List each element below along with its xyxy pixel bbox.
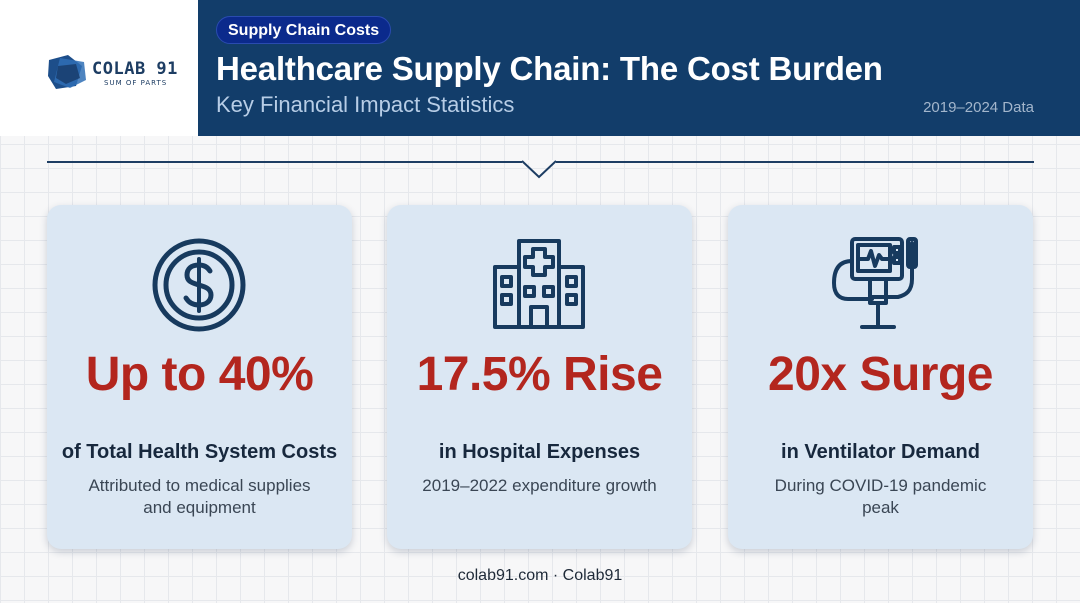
stat-label: in Hospital Expenses <box>438 441 641 463</box>
header-banner: Supply Chain Costs Healthcare Supply Cha… <box>198 0 1080 136</box>
hospital-icon <box>493 239 585 329</box>
chevron-down-icon <box>522 160 556 179</box>
page-title: Healthcare Supply Chain: The Cost Burden <box>216 50 883 87</box>
dollar-coin-icon <box>152 238 246 332</box>
stat-description: During COVID-19 pandemic peak <box>774 476 987 517</box>
stat-card-expenses: 17.5% Rise in Hospital Expenses 2019–202… <box>387 205 692 549</box>
category-badge: Supply Chain Costs <box>216 16 392 44</box>
stat-description: 2019–2022 expenditure growth <box>422 476 657 495</box>
stat-value: Up to 40% <box>85 348 314 401</box>
page-subtitle: Key Financial Impact Statistics <box>216 92 515 117</box>
stat-label: in Ventilator Demand <box>781 441 980 463</box>
footer-credit: colab91.com · Colab91 <box>457 567 623 584</box>
stat-value: 20x Surge <box>768 348 993 401</box>
brand-tagline: SUM OF PARTS <box>104 79 168 87</box>
ventilator-icon <box>832 237 918 329</box>
brand-name: COLAB 91 <box>92 59 178 79</box>
stat-label: of Total Health System Costs <box>61 441 338 463</box>
stat-card-ventilator: 20x Surge in Ventilator Demand During CO… <box>728 205 1033 549</box>
brand-logo: COLAB 91 SUM OF PARTS <box>0 0 198 136</box>
stat-description: Attributed to medical supplies and equip… <box>88 476 311 517</box>
logo-mark-icon <box>48 55 86 89</box>
stat-card-costs: Up to 40% of Total Health System Costs A… <box>47 205 352 549</box>
stat-value: 17.5% Rise <box>416 348 663 401</box>
date-range: 2019–2024 Data <box>923 99 1034 116</box>
